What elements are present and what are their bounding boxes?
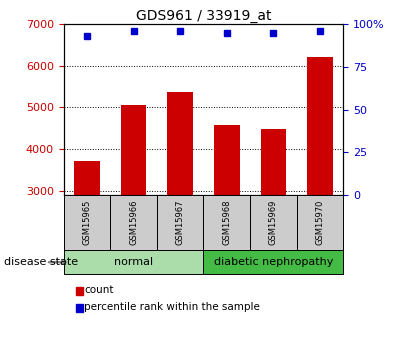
- Bar: [64, 250, 203, 274]
- Bar: [261, 129, 286, 195]
- Bar: [167, 92, 193, 195]
- Bar: [214, 125, 240, 195]
- Bar: [121, 105, 146, 195]
- Text: GSM15968: GSM15968: [222, 200, 231, 245]
- Text: disease state: disease state: [4, 257, 78, 267]
- Bar: [64, 195, 110, 250]
- Bar: [203, 250, 343, 274]
- Title: GDS961 / 33919_at: GDS961 / 33919_at: [136, 9, 271, 23]
- Bar: [297, 195, 343, 250]
- Bar: [307, 58, 333, 195]
- Bar: [74, 161, 100, 195]
- Text: normal: normal: [114, 257, 153, 267]
- Text: diabetic nephropathy: diabetic nephropathy: [214, 257, 333, 267]
- Bar: [110, 195, 157, 250]
- Text: count: count: [84, 285, 114, 295]
- Bar: [157, 195, 203, 250]
- Text: GSM15969: GSM15969: [269, 200, 278, 245]
- Text: GSM15966: GSM15966: [129, 200, 138, 245]
- Text: GSM15970: GSM15970: [315, 200, 324, 245]
- Text: GSM15965: GSM15965: [83, 200, 92, 245]
- Bar: [250, 195, 297, 250]
- Bar: [203, 195, 250, 250]
- Text: GSM15967: GSM15967: [175, 200, 185, 245]
- Text: percentile rank within the sample: percentile rank within the sample: [84, 302, 260, 312]
